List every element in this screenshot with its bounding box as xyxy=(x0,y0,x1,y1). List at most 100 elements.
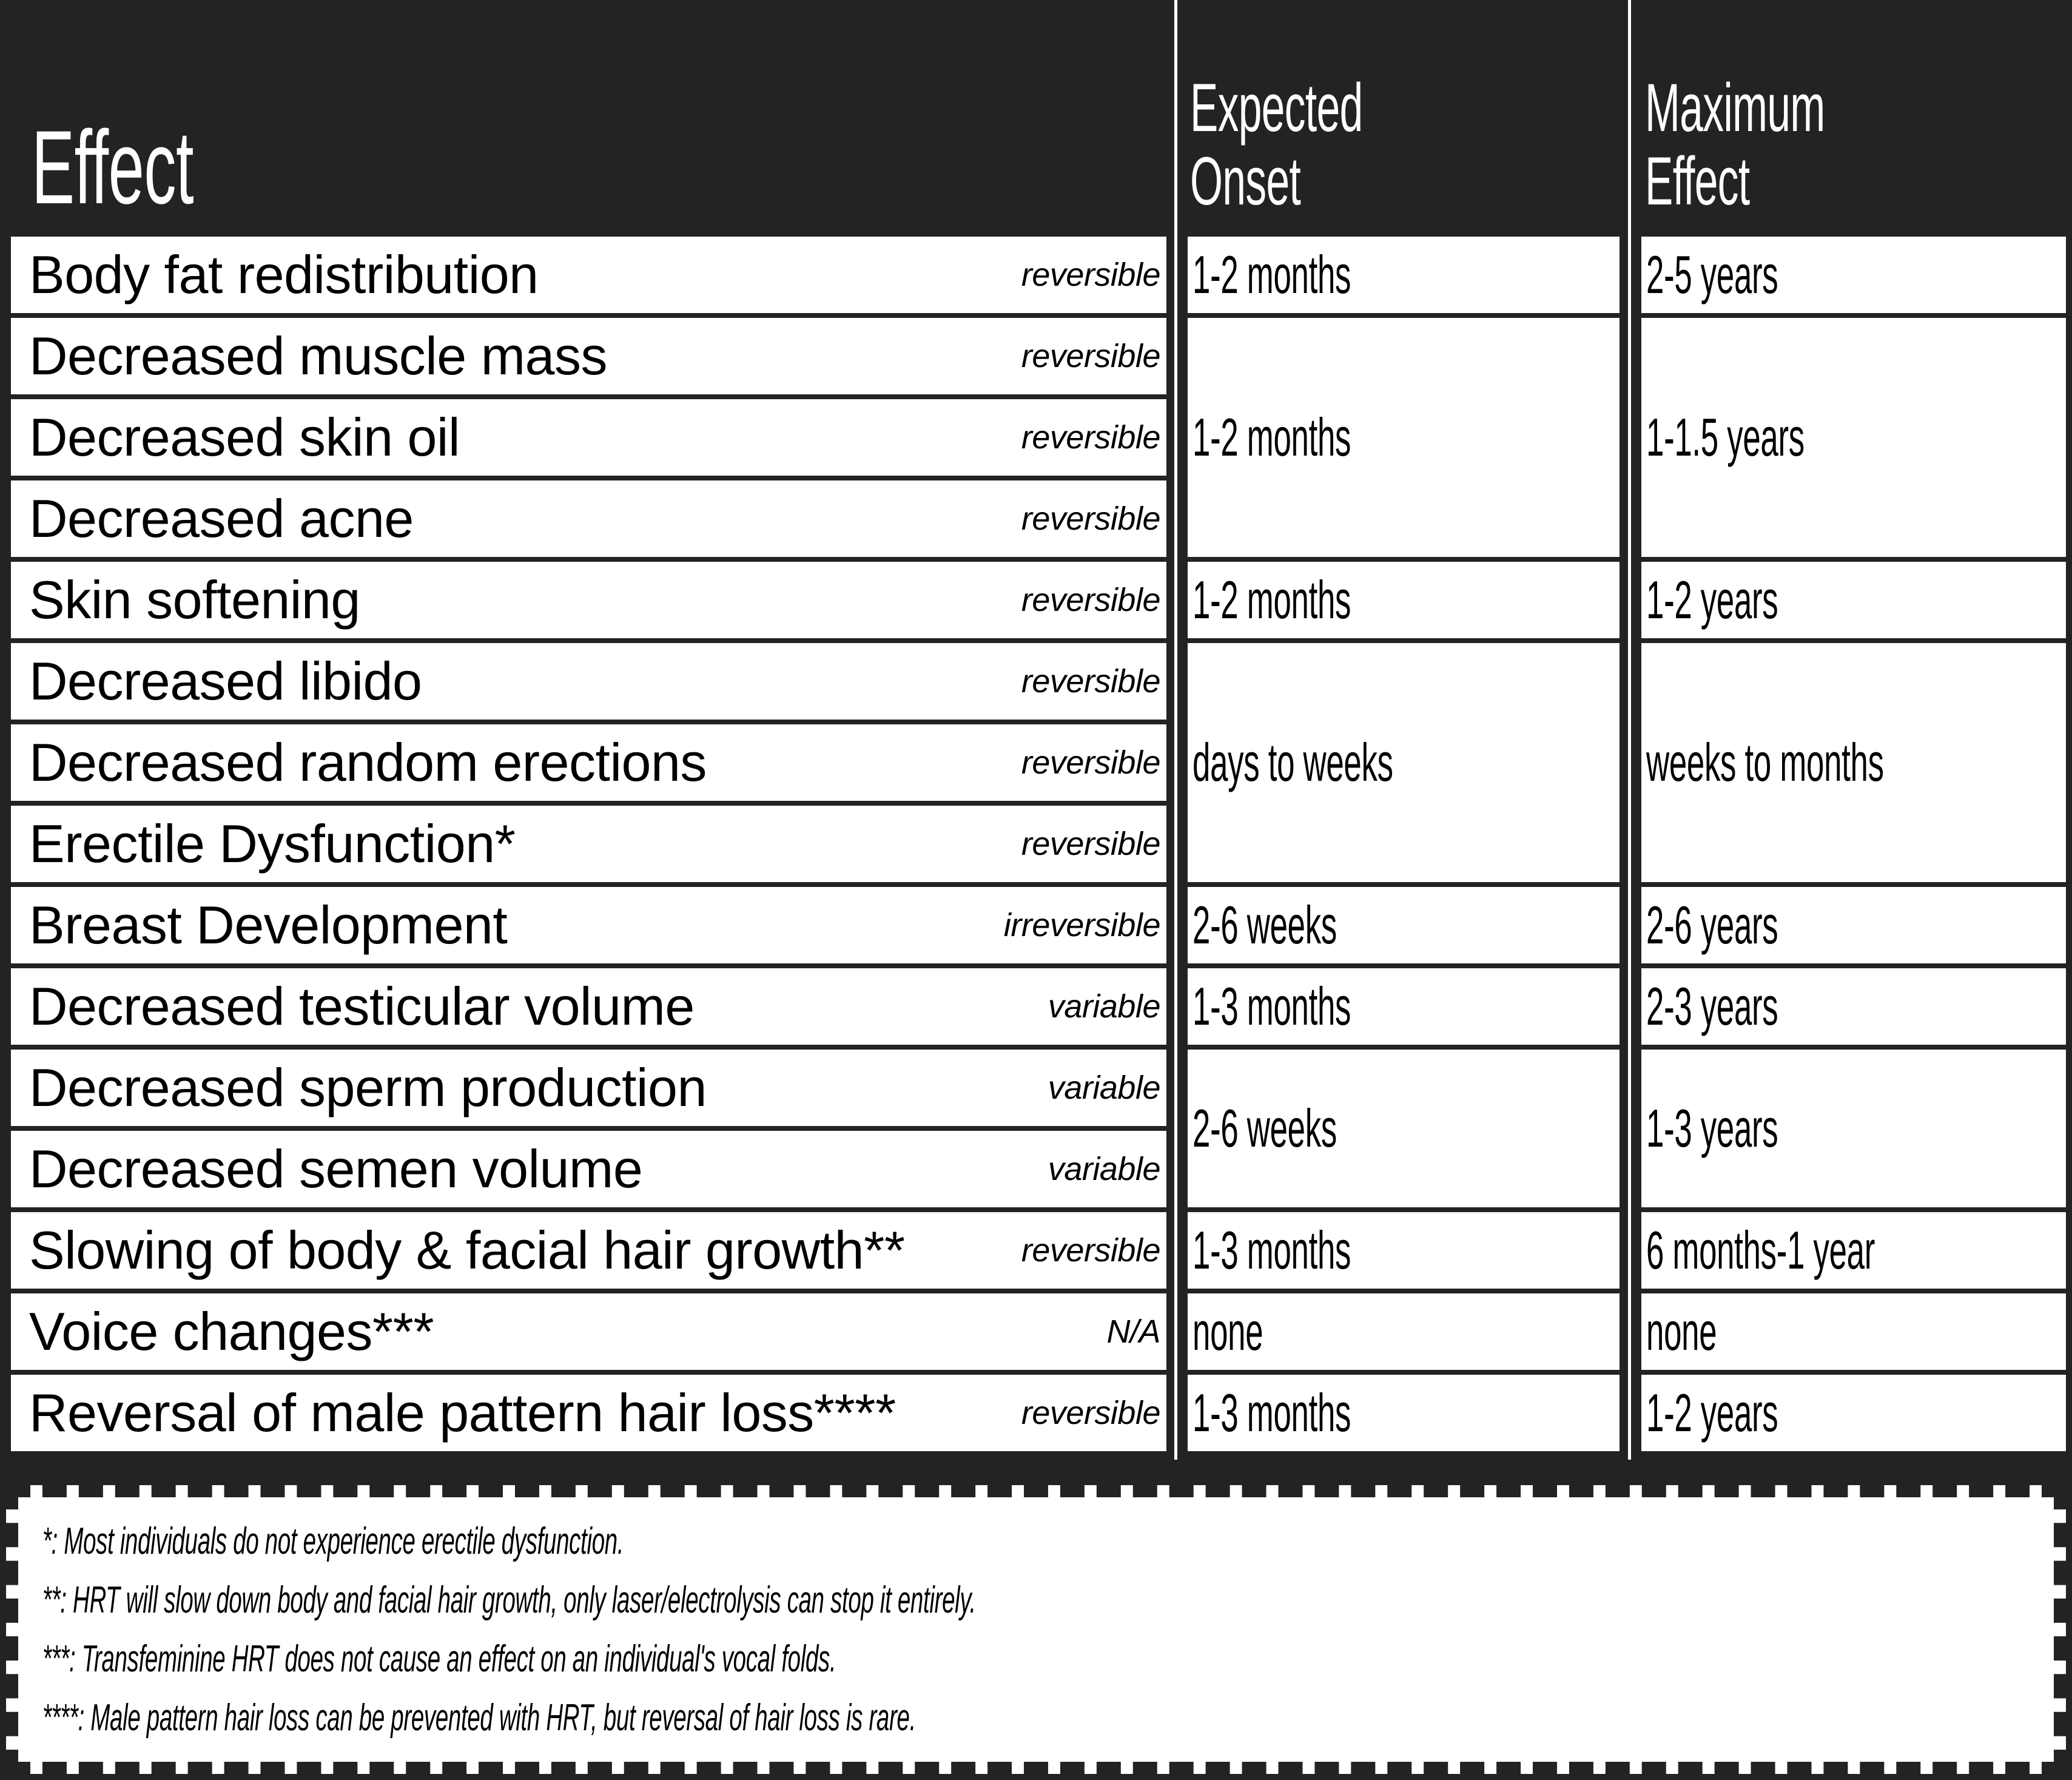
expected-onset-cell-value: none xyxy=(1192,1301,1263,1361)
maximum-effect-cell: 6 months-1 year xyxy=(1641,1212,2066,1289)
table-row: Body fat redistribution reversible xyxy=(11,237,1166,313)
table-row: Voice changes*** N/A xyxy=(11,1293,1166,1370)
effect-name: Decreased skin oil xyxy=(29,407,460,467)
expected-onset-cell-value: 2-6 weeks xyxy=(1192,1098,1337,1158)
footnote-4: ****: Male pattern hair loss can be prev… xyxy=(42,1696,916,1739)
footnote-2: **: HRT will slow down body and facial h… xyxy=(42,1579,976,1621)
expected-onset-cell: 1-3 months xyxy=(1188,968,1620,1045)
table-row: Reversal of male pattern hair loss**** re… xyxy=(11,1375,1166,1451)
reversibility-badge: reversible xyxy=(1021,826,1161,862)
table-body: Body fat redistribution reversible Decreas… xyxy=(0,237,2072,1462)
expected-onset-cell: 1-2 months xyxy=(1188,237,1620,313)
table-row: Skin softening reversible xyxy=(11,562,1166,638)
column-separator-1 xyxy=(1166,0,1181,1462)
reversibility-badge: irreversible xyxy=(1003,907,1161,943)
reversibility-badge: variable xyxy=(1048,1070,1161,1106)
table-row: Erectile Dysfunction* reversible xyxy=(11,806,1166,882)
table-row: Decreased skin oil reversible xyxy=(11,399,1166,476)
footnote-3: ***: Transfeminine HRT does not cause an… xyxy=(42,1637,836,1680)
footnote-1: *: Most individuals do not experience er… xyxy=(42,1520,624,1562)
maximum-effect-cell-value: 1-2 years xyxy=(1646,1383,1778,1443)
maximum-effect-cell: 2-3 years xyxy=(1641,968,2066,1045)
effect-name: Skin softening xyxy=(29,570,360,630)
table-row: Decreased random erections reversible xyxy=(11,724,1166,801)
effect-name: Decreased random erections xyxy=(29,732,707,792)
column-separator-2 xyxy=(1620,0,1635,1462)
reversibility-badge: variable xyxy=(1048,1151,1161,1187)
maximum-effect-cell-value: 2-3 years xyxy=(1646,976,1778,1036)
expected-onset-cell-value: 1-2 months xyxy=(1192,407,1351,467)
expected-onset-cell-value: days to weeks xyxy=(1192,732,1393,792)
maximum-effect-cell: 2-5 years xyxy=(1641,237,2066,313)
reversibility-badge: reversible xyxy=(1021,1232,1161,1269)
reversibility-badge: reversible xyxy=(1021,257,1161,293)
maximum-effect-cell-value: 1-3 years xyxy=(1646,1098,1778,1158)
reversibility-badge: variable xyxy=(1048,988,1161,1025)
expected-onset-cell: 1-3 months xyxy=(1188,1212,1620,1289)
footnotes-block: *: Most individuals do not experience er… xyxy=(6,1485,2066,1774)
expected-onset-cell-value: 2-6 weeks xyxy=(1192,895,1337,955)
expected-onset-cell-value: 1-2 months xyxy=(1192,570,1351,630)
effect-name: Decreased testicular volume xyxy=(29,976,695,1036)
effect-name: Reversal of male pattern hair loss**** xyxy=(29,1383,896,1443)
expected-onset-cell-value: 1-3 months xyxy=(1192,1383,1351,1443)
effect-name: Breast Development xyxy=(29,895,508,955)
table-row: Decreased semen volume variable xyxy=(11,1131,1166,1207)
table-row: Decreased testicular volume variable xyxy=(11,968,1166,1045)
reversibility-badge: reversible xyxy=(1021,501,1161,537)
reversibility-badge: reversible xyxy=(1021,419,1161,456)
column-header-maximum-effect: Maximum Effect xyxy=(1645,70,1825,220)
column-header-expected-onset: Expected Onset xyxy=(1190,70,1363,220)
maximum-effect-cell: weeks to months xyxy=(1641,643,2066,882)
maximum-effect-cell: 1-2 years xyxy=(1641,562,2066,638)
reversibility-badge: reversible xyxy=(1021,663,1161,700)
expected-onset-cell: 2-6 weeks xyxy=(1188,1050,1620,1207)
expected-onset-cell-value: 1-3 months xyxy=(1192,976,1351,1036)
maximum-effect-cell-value: 2-5 years xyxy=(1646,244,1778,305)
maximum-effect-cell-value: 6 months-1 year xyxy=(1646,1220,1875,1280)
table-row: Slowing of body & facial hair growth** re… xyxy=(11,1212,1166,1289)
expected-onset-cell-value: 1-2 months xyxy=(1192,244,1351,305)
effect-name: Slowing of body & facial hair growth** xyxy=(29,1220,905,1280)
reversibility-badge: reversible xyxy=(1021,744,1161,781)
expected-onset-cell-value: 1-3 months xyxy=(1192,1220,1351,1280)
effect-name: Decreased sperm production xyxy=(29,1057,707,1118)
maximum-effect-cell: 1-3 years xyxy=(1641,1050,2066,1207)
table-row: Decreased libido reversible xyxy=(11,643,1166,720)
maximum-effect-cell: 2-6 years xyxy=(1641,887,2066,963)
effects-table: Effect Expected Onset Maximum Effect Bod… xyxy=(0,0,2072,1462)
expected-onset-cell: 1-2 months xyxy=(1188,562,1620,638)
maximum-effect-cell: 1-2 years xyxy=(1641,1375,2066,1451)
table-row: Decreased sperm production variable xyxy=(11,1050,1166,1126)
expected-onset-cell: none xyxy=(1188,1293,1620,1370)
expected-onset-cell: days to weeks xyxy=(1188,643,1620,882)
maximum-effect-cell-value: 2-6 years xyxy=(1646,895,1778,955)
effect-name: Decreased semen volume xyxy=(29,1139,643,1199)
reversibility-badge: N/A xyxy=(1106,1313,1160,1350)
maximum-effect-cell-value: 1-1.5 years xyxy=(1646,407,1805,467)
effect-name: Decreased muscle mass xyxy=(29,326,607,386)
expected-onset-cell: 1-3 months xyxy=(1188,1375,1620,1451)
reversibility-badge: reversible xyxy=(1021,582,1161,618)
column-header-effect: Effect xyxy=(32,109,194,226)
effect-name: Decreased libido xyxy=(29,651,422,711)
effect-name: Body fat redistribution xyxy=(29,244,539,305)
reversibility-badge: reversible xyxy=(1021,1395,1161,1431)
expected-onset-cell: 2-6 weeks xyxy=(1188,887,1620,963)
maximum-effect-cell-value: 1-2 years xyxy=(1646,570,1778,630)
effect-name: Erectile Dysfunction* xyxy=(29,814,516,874)
table-row: Breast Development irreversible xyxy=(11,887,1166,963)
reversibility-badge: reversible xyxy=(1021,338,1161,374)
maximum-effect-cell-value: none xyxy=(1646,1301,1717,1361)
maximum-effect-cell: none xyxy=(1641,1293,2066,1370)
table-row: Decreased muscle mass reversible xyxy=(11,318,1166,394)
effect-name: Decreased acne xyxy=(29,488,414,548)
expected-onset-cell: 1-2 months xyxy=(1188,318,1620,557)
table-row: Decreased acne reversible xyxy=(11,480,1166,557)
table-header-row: Effect Expected Onset Maximum Effect xyxy=(0,0,2072,237)
table-bottom-rule xyxy=(0,1460,2072,1480)
maximum-effect-cell: 1-1.5 years xyxy=(1641,318,2066,557)
effect-name: Voice changes*** xyxy=(29,1301,434,1361)
maximum-effect-cell-value: weeks to months xyxy=(1646,732,1884,792)
